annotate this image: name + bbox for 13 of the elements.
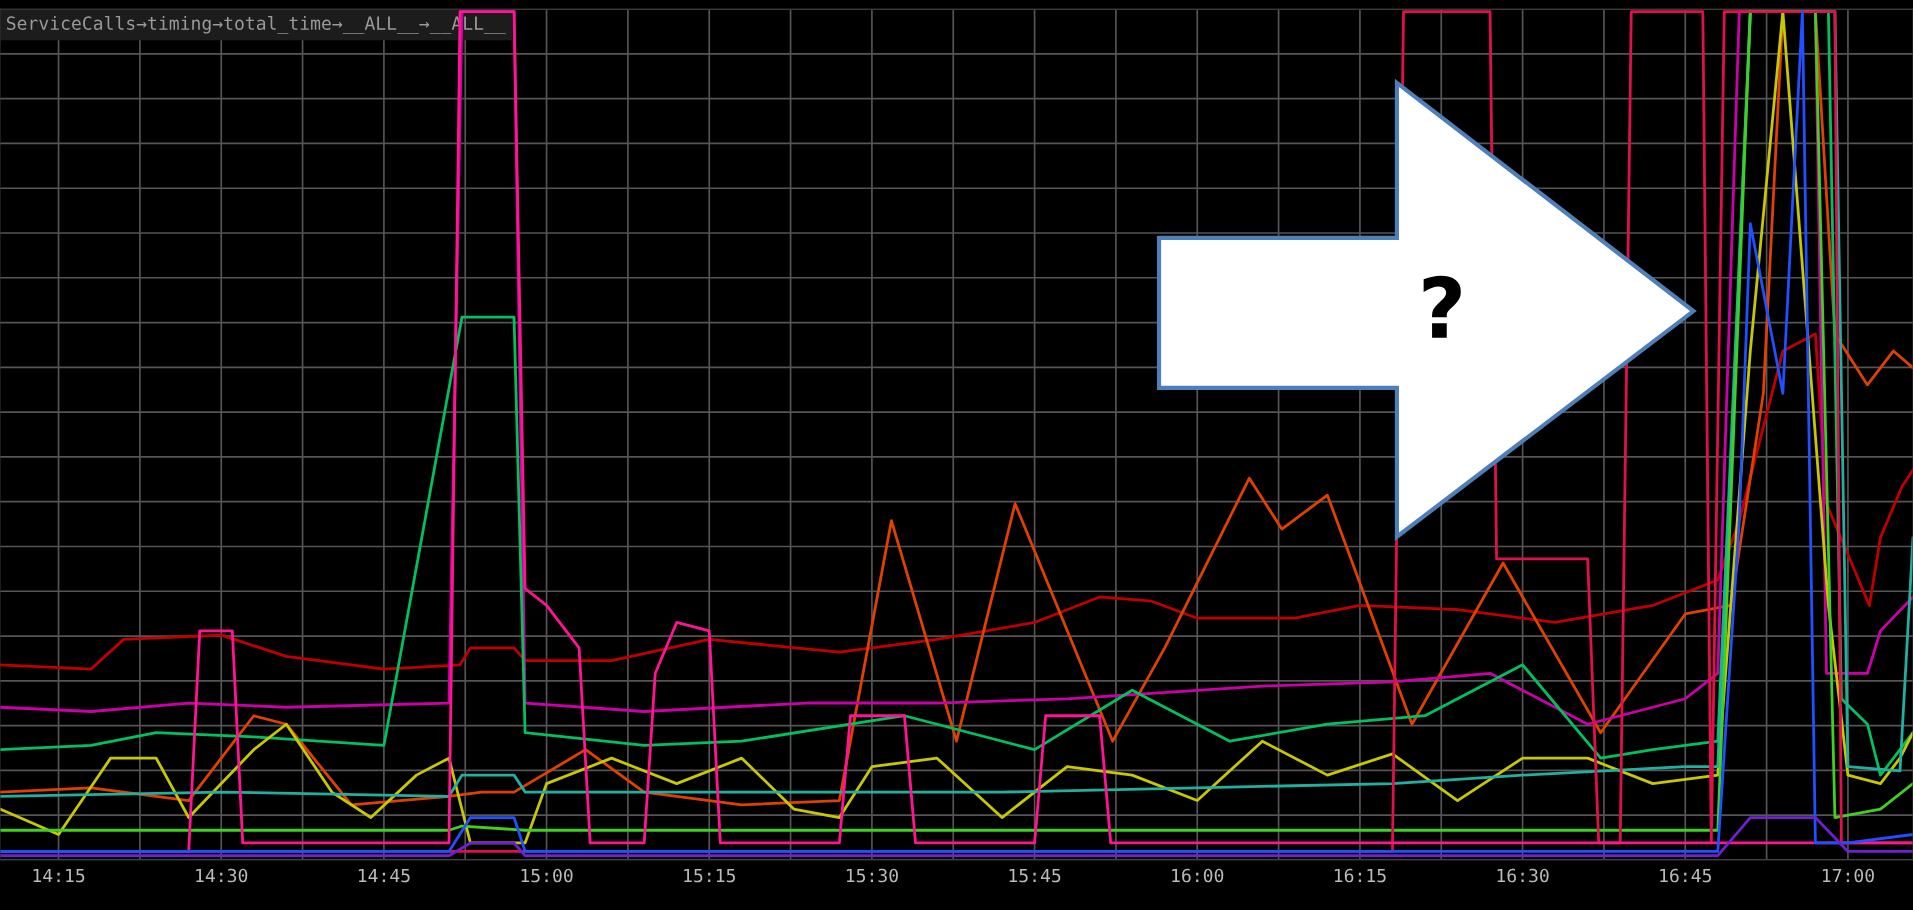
x-tick-label: 15:30 <box>846 868 898 883</box>
x-tick-label: 14:45 <box>358 868 410 883</box>
x-tick-label: 14:30 <box>196 868 248 883</box>
x-tick-label: 15:15 <box>684 868 735 883</box>
x-tick-label: 17:00 <box>1822 868 1874 883</box>
x-tick-label: 15:00 <box>521 868 573 883</box>
x-tick-label: 16:00 <box>1172 868 1224 883</box>
x-tick-label: 14:15 <box>33 868 85 883</box>
x-tick-label: 16:45 <box>1660 868 1711 883</box>
annotation: ? <box>1423 275 1461 338</box>
x-tick-label: 16:30 <box>1497 868 1549 883</box>
x-tick-label: 16:15 <box>1334 868 1386 883</box>
x-tick-label: 15:45 <box>1009 868 1061 883</box>
